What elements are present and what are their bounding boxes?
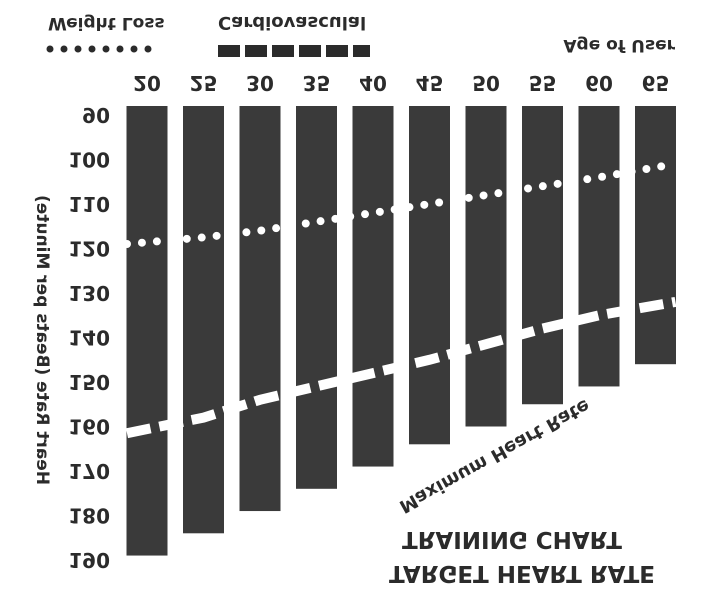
y-tick-180: 180: [68, 504, 110, 528]
bar-age-35: [296, 106, 337, 489]
bar-age-45: [409, 106, 450, 445]
chart-subtitle: TARGET HEART RATE: [389, 560, 655, 586]
lines-group: [123, 159, 680, 439]
y-tick-110: 110: [68, 192, 110, 216]
weight-loss-line: [123, 159, 680, 248]
bar-age-30: [239, 106, 281, 512]
bar-age-65: [635, 106, 676, 365]
y-tick-170: 170: [68, 459, 110, 483]
x-tick-45: 45: [416, 71, 444, 95]
x-tick-50: 50: [472, 71, 500, 95]
bar-age-20: [126, 106, 168, 556]
x-tick-40: 40: [359, 71, 387, 95]
chart-title: TRAINING CHART: [402, 526, 622, 552]
x-axis-label: Age of User: [563, 35, 675, 55]
legend: Weight Loss Cardiovasculal: [46, 12, 370, 57]
y-tick-90: 90: [82, 103, 110, 127]
bar-age-40: [352, 106, 394, 467]
bars-group: [126, 106, 676, 556]
x-tick-labels: 20 25 30 35 40 45 50 55 60 65: [133, 71, 669, 95]
y-tick-160: 160: [68, 415, 110, 439]
y-tick-150: 150: [68, 370, 110, 394]
legend-cardio: Cardiovasculal: [218, 12, 370, 57]
y-tick-labels: 90 100 110 120 130 140 150 160 170 180 190: [68, 103, 110, 572]
x-tick-35: 35: [303, 71, 331, 95]
y-tick-140: 140: [68, 326, 110, 350]
y-tick-100: 100: [68, 148, 110, 172]
bar-age-60: [578, 106, 620, 387]
bar-age-50: [465, 106, 507, 427]
x-tick-25: 25: [190, 71, 218, 95]
x-tick-30: 30: [246, 71, 274, 95]
y-tick-190: 190: [68, 548, 110, 572]
bar-age-55: [522, 106, 563, 405]
legend-weight-loss-label: Weight Loss: [48, 13, 165, 33]
y-tick-130: 130: [68, 281, 110, 305]
x-tick-65: 65: [642, 71, 670, 95]
cardio-line: [126, 296, 677, 439]
y-tick-120: 120: [68, 237, 110, 261]
y-axis-label: Heart Rate (Beats per Minute): [32, 195, 52, 485]
x-tick-55: 55: [529, 71, 557, 95]
bar-age-25: [183, 106, 224, 534]
x-tick-60: 60: [585, 71, 613, 95]
legend-weight-loss: Weight Loss: [46, 13, 166, 53]
legend-cardio-label: Cardiovasculal: [218, 12, 366, 33]
x-tick-20: 20: [133, 71, 161, 95]
